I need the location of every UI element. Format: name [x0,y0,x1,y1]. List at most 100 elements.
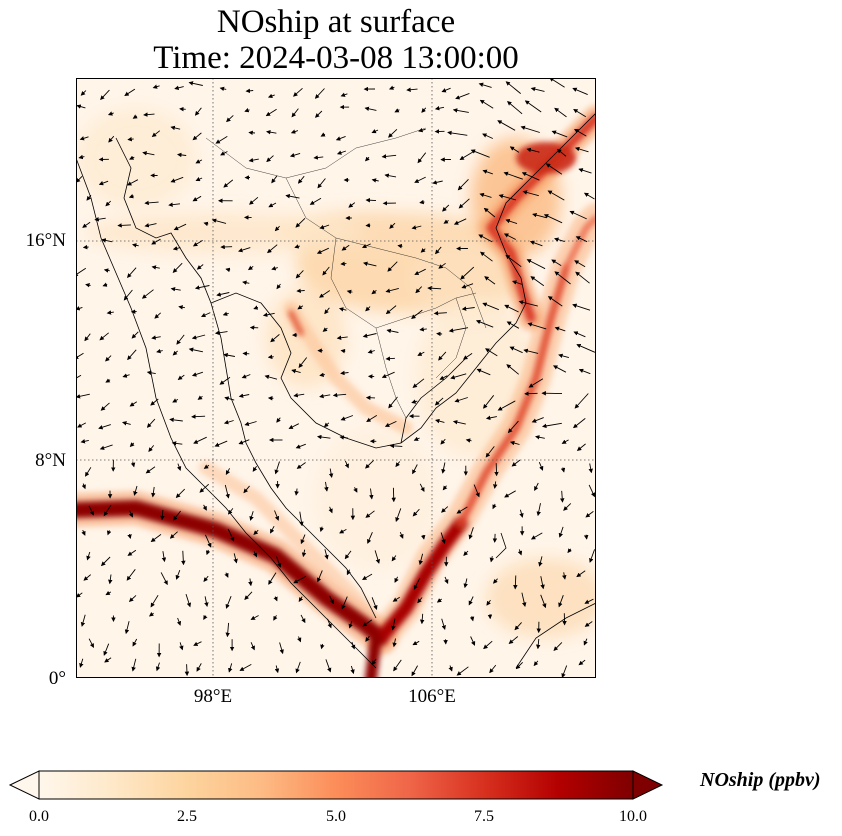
wind-arrow [244,108,250,113]
wind-arrow [216,292,230,297]
wind-arrow [447,130,468,136]
wind-arrow [169,417,183,423]
wind-arrow [191,414,206,419]
wind-arrow [411,225,422,230]
wind-arrow [468,527,474,540]
wind-arrow [498,194,516,201]
wind-arrow [554,237,565,243]
wind-arrow [106,530,112,536]
wind-arrow [253,529,259,536]
wind-arrow [489,556,495,563]
wind-arrow [227,528,235,542]
wind-arrow [392,638,397,648]
wind-arrow [536,638,541,650]
wind-arrow [274,510,280,521]
wind-arrow [146,370,156,376]
wind-arrow [365,197,377,203]
wind-arrow [293,393,305,398]
wind-arrow [103,643,110,656]
wind-arrow [200,312,211,318]
wind-arrow [151,238,161,245]
wind-arrow [412,508,420,517]
wind-arrow [176,617,182,626]
wind-arrow [388,85,395,90]
wind-arrow [385,305,397,315]
wind-arrow [420,248,426,253]
wind-arrow [505,218,518,225]
wind-arrow [295,217,306,228]
wind-arrow [86,194,92,201]
colorbar-canvas [8,770,664,800]
wind-arrow [574,393,589,409]
wind-arrow [411,309,423,320]
wind-arrow [543,214,563,224]
wind-arrow [395,508,402,522]
wind-arrow [441,506,449,513]
wind-arrow [365,306,371,312]
wind-arrow [154,312,162,319]
wind-arrow [391,618,396,631]
wind-arrow [75,306,83,311]
wind-arrow [419,327,427,332]
wind-arrow [576,570,586,578]
wind-arrow [534,482,539,492]
wind-arrow [458,198,470,209]
wind-arrow [172,262,183,273]
wind-arrow [77,422,87,428]
wind-arrow [203,464,210,469]
wind-arrow [573,109,587,118]
wind-arrow [127,349,137,361]
wind-arrow [346,289,353,295]
wind-arrow [317,434,331,440]
wind-arrow [583,534,589,540]
wind-arrow [248,130,256,136]
wind-arrow [294,488,299,496]
wind-arrow [223,420,234,425]
wind-arrow [344,550,352,560]
wind-arrow [141,289,154,299]
wind-arrow [300,614,306,624]
wind-arrow [328,468,334,478]
wind-arrow [151,130,161,138]
wind-arrow [241,374,251,379]
wind-arrow [573,331,586,338]
wind-arrow [193,641,202,646]
wind-arrow [238,439,250,445]
wind-arrow [150,534,162,543]
wind-arrow [507,101,523,115]
wind-arrow [253,551,258,558]
title-line-1: NOship at surface [216,4,456,40]
wind-arrow [99,332,109,341]
wind-arrow [551,130,568,138]
wind-arrow [319,224,330,230]
wind-arrow [418,553,424,566]
wind-arrow [483,395,495,409]
wind-arrow [439,375,448,380]
wind-arrow [456,506,468,514]
wind-arrow [179,106,186,112]
wind-arrow [395,461,401,468]
wind-arrow [528,378,544,388]
wind-arrow [453,218,467,225]
wind-arrow [384,420,397,427]
wind-arrow [108,135,115,143]
wind-arrow [411,399,418,404]
wind-arrow [132,243,139,248]
wind-arrow [144,200,159,206]
wind-arrow [233,553,238,564]
lon-label-98e: 98°E [193,686,233,707]
wind-arrow [146,418,156,428]
wind-arrow [81,483,86,490]
wind-arrow [101,238,113,243]
wind-arrow [288,423,300,429]
wind-arrow [192,240,203,247]
wind-arrow [226,115,234,123]
wind-arrow [178,305,185,310]
wind-arrow [547,190,565,201]
wind-arrow [456,666,469,676]
wind-arrow [421,107,427,113]
wind-arrow [214,330,228,336]
wind-arrow [224,484,230,499]
wind-arrow [128,595,137,603]
wind-arrow [523,348,539,354]
